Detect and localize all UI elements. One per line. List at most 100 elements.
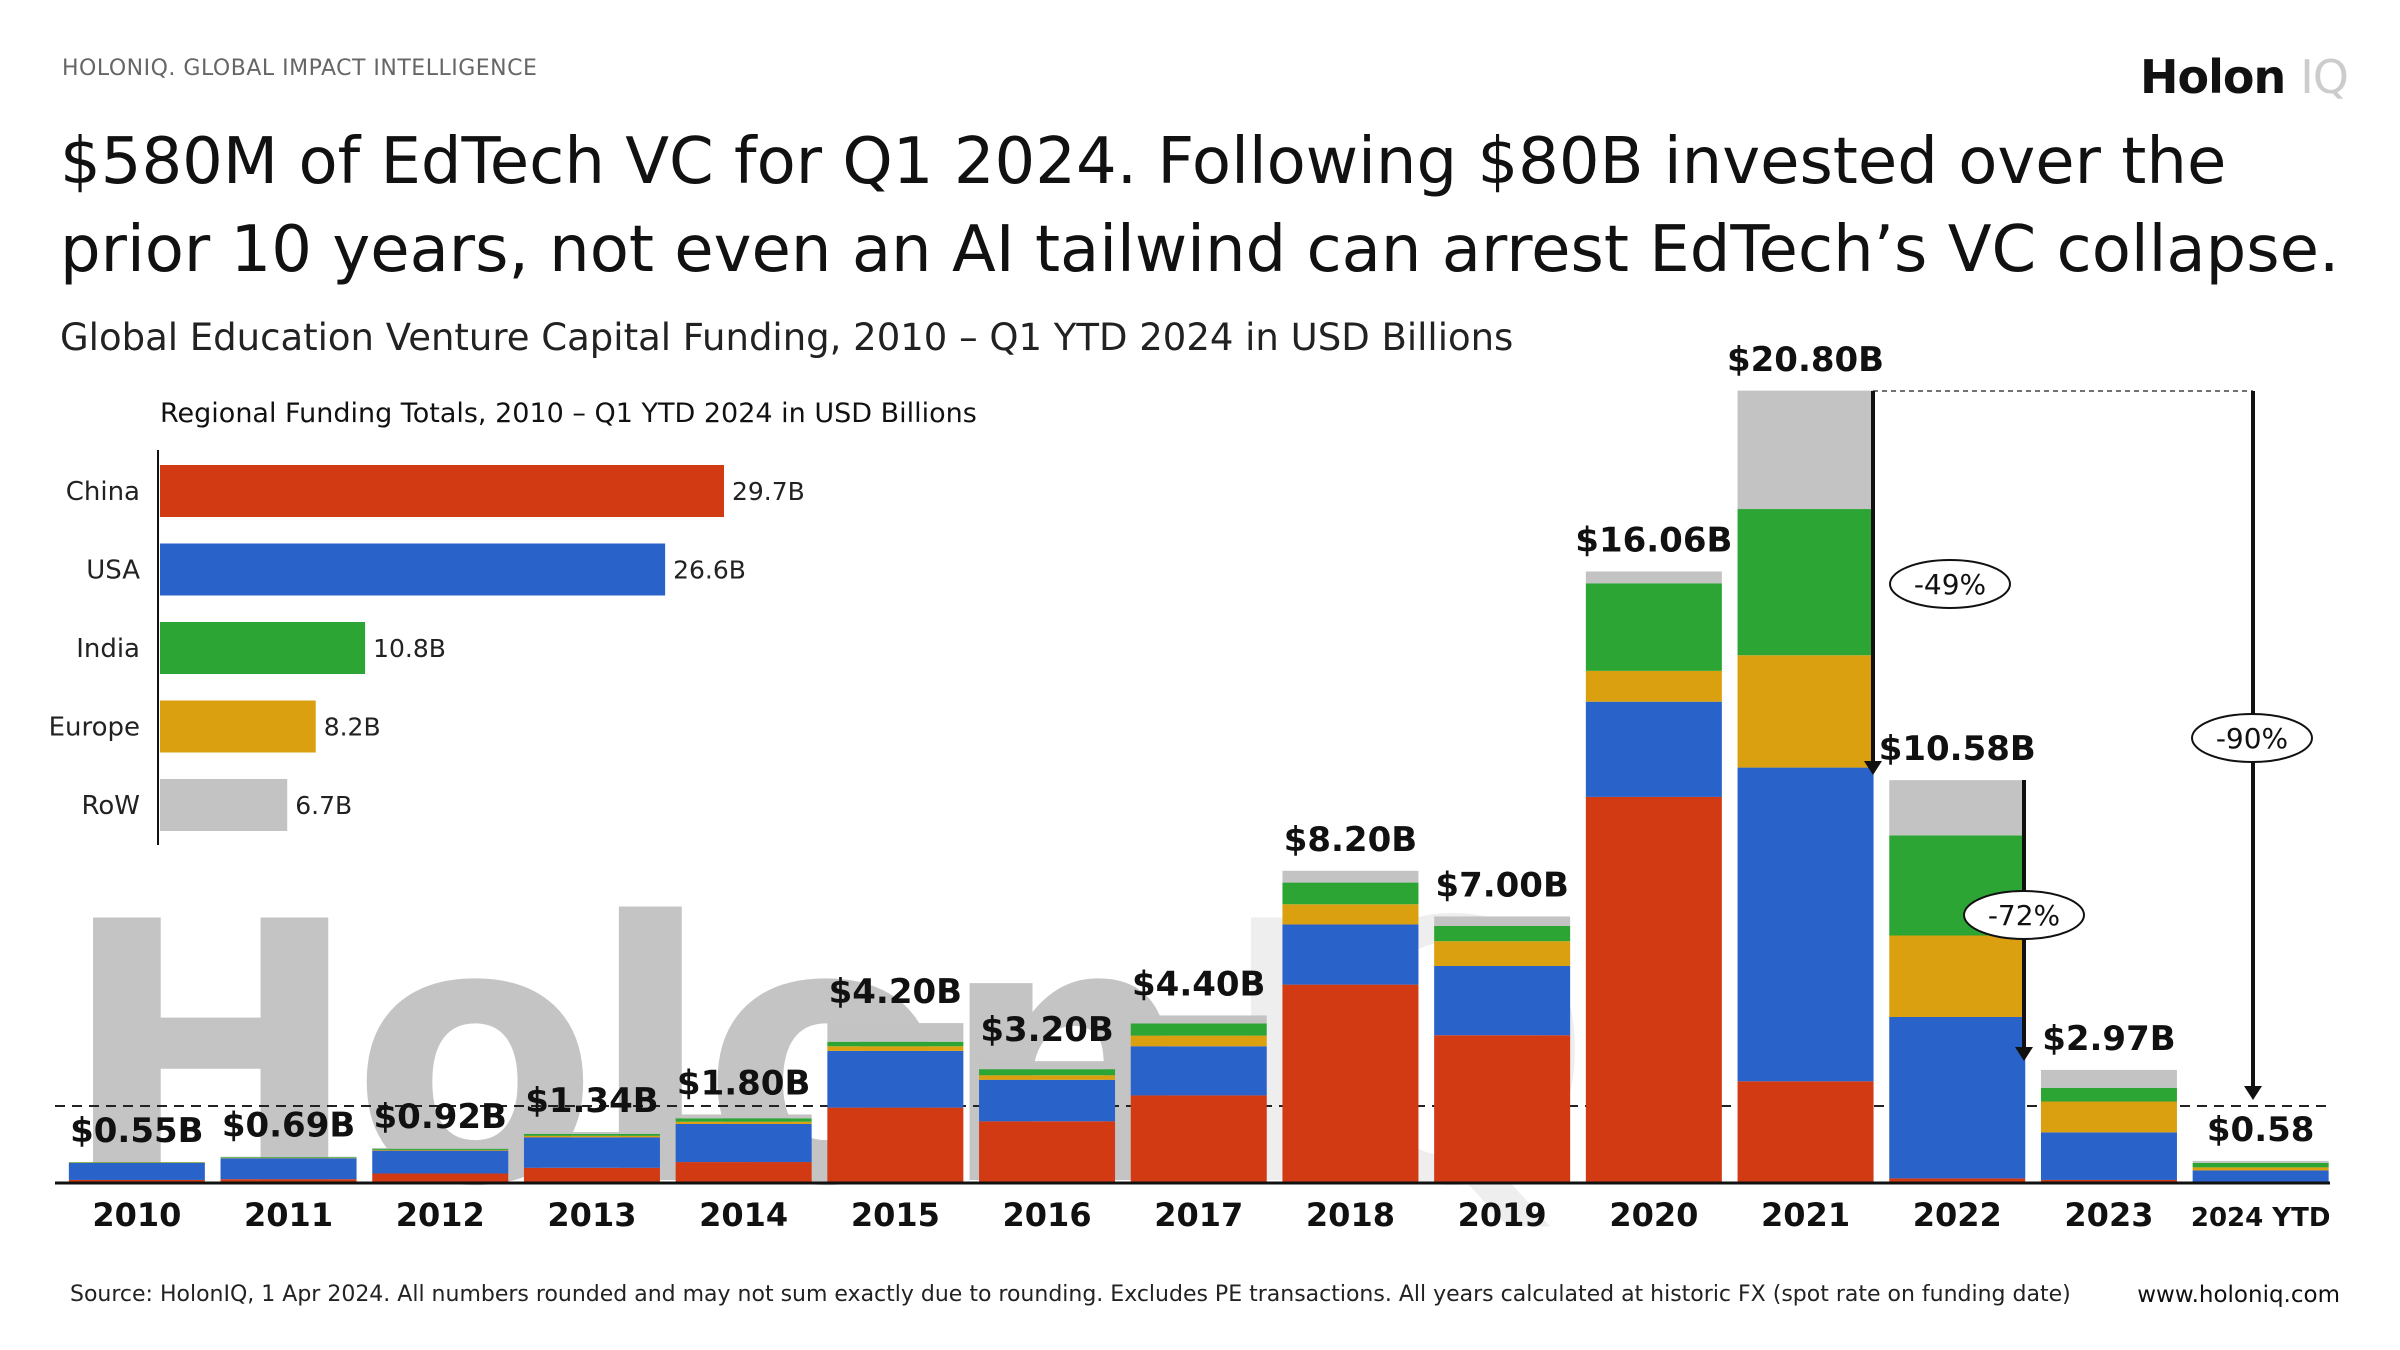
total-label: $16.06B (1575, 520, 1732, 560)
bar-segment (1282, 984, 1419, 1183)
inset-value-label: 6.7B (295, 791, 352, 820)
total-label: $1.34B (525, 1081, 658, 1121)
bar-segment (675, 1162, 812, 1183)
bar-segment (372, 1150, 509, 1174)
total-label: $8.20B (1284, 820, 1417, 860)
bar-segment (1130, 1035, 1267, 1047)
inset-title: Regional Funding Totals, 2010 – Q1 YTD 2… (160, 398, 977, 429)
bar-segment (1737, 390, 1874, 510)
bar-segment (1130, 1095, 1267, 1183)
total-label: $20.80B (1727, 340, 1884, 380)
total-label: $3.20B (980, 1010, 1113, 1050)
bar-segment (979, 1061, 1116, 1070)
x-tick-label: 2022 (1913, 1196, 2002, 1234)
inset-category: China (66, 477, 140, 507)
inset-category: India (76, 634, 140, 664)
bar-segment (372, 1173, 509, 1183)
bar-segment (2192, 1167, 2329, 1171)
total-label: $0.69B (222, 1106, 355, 1146)
subtitle: Global Education Venture Capital Funding… (60, 316, 1514, 359)
bar-segment (1737, 509, 1874, 656)
total-label: $4.20B (829, 972, 962, 1012)
x-tick-label: 2015 (851, 1196, 940, 1234)
bar-segment (827, 1050, 964, 1108)
annotation-bubble (1963, 890, 2085, 940)
bar-segment (1130, 1023, 1267, 1036)
bar-segment (1282, 904, 1419, 925)
bar-segment (1434, 965, 1571, 1036)
bar-segment (1434, 925, 1571, 942)
x-tick-label: 2012 (396, 1196, 485, 1234)
inset-value-label: 10.8B (373, 634, 446, 663)
x-tick-label: 2017 (1154, 1196, 1243, 1234)
x-tick-label: 2011 (244, 1196, 333, 1234)
annotation-bubble (2191, 713, 2313, 763)
bar-segment (827, 1023, 964, 1042)
bar-segment (675, 1123, 812, 1163)
inset-value-label: 29.7B (732, 477, 805, 506)
bar-segment (220, 1179, 357, 1183)
bar-segment (372, 1149, 509, 1151)
total-label: $2.97B (2042, 1019, 2175, 1059)
bar-segment (1889, 1178, 2026, 1183)
bar-segment (827, 1046, 964, 1051)
x-tick-label: 2019 (1458, 1196, 1547, 1234)
total-label: $4.40B (1132, 964, 1265, 1004)
inset-bar (160, 700, 316, 753)
bar-segment (675, 1121, 812, 1124)
x-tick-label: 2014 (699, 1196, 788, 1234)
watermark-text: Holon (60, 846, 1186, 1265)
bar-segment (827, 1041, 964, 1047)
bar-segment (1585, 571, 1722, 584)
x-tick-label: 2013 (547, 1196, 636, 1234)
brand-tag: HOLONIQ. GLOBAL IMPACT INTELLIGENCE (62, 56, 538, 81)
bar-segment (675, 1118, 812, 1122)
arrow-head (1864, 761, 1882, 775)
bar-segment (827, 1107, 964, 1183)
bar-segment (523, 1131, 660, 1134)
inset-category: Europe (49, 713, 140, 743)
annotation-bubble (1889, 559, 2011, 609)
bar-segment (675, 1114, 812, 1119)
bar-segment (523, 1133, 660, 1136)
source-note: Source: HolonIQ, 1 Apr 2024. All numbers… (70, 1282, 2071, 1307)
arrow-head (2244, 1086, 2262, 1100)
bar-segment (2040, 1087, 2177, 1102)
inset-category: RoW (81, 791, 140, 821)
logo-suffix: IQ (2300, 50, 2349, 104)
bar-segment (1434, 941, 1571, 966)
x-tick-label: 2023 (2064, 1196, 2153, 1234)
x-tick-label: 2020 (1609, 1196, 1698, 1234)
bar-segment (372, 1147, 509, 1149)
bar-segment (1130, 1046, 1267, 1096)
inset-bar (160, 465, 724, 517)
bar-segment (1282, 882, 1419, 905)
bar-segment (1737, 1081, 1874, 1183)
total-label: $0.58 (2207, 1110, 2315, 1150)
annotation: -49% (1914, 568, 1986, 601)
bar-segment (1434, 1035, 1571, 1183)
bar-segment (979, 1069, 1116, 1076)
bar-segment (1889, 935, 2026, 1017)
inset-bar (160, 543, 666, 596)
inset-value-label: 26.6B (673, 556, 746, 585)
annotation: -90% (2216, 722, 2288, 755)
url: www.holoniq.com (2137, 1282, 2340, 1308)
bar-segment (1282, 870, 1419, 883)
bar-segment (372, 1148, 509, 1150)
inset-value-label: 8.2B (324, 713, 381, 742)
bar-segment (523, 1135, 660, 1138)
bar-segment (2192, 1160, 2329, 1163)
bar-segment (2192, 1162, 2329, 1168)
total-label: $10.58B (1879, 729, 2036, 769)
x-tick-label: 2018 (1306, 1196, 1395, 1234)
bar-segment (2192, 1170, 2329, 1182)
bar-segment (1889, 1016, 2026, 1179)
x-tick-label: 2010 (92, 1196, 181, 1234)
bar-segment (68, 1179, 205, 1183)
x-tick-label: 2024 YTD (2191, 1203, 2331, 1233)
bar-segment (979, 1121, 1116, 1183)
bar-segment (1585, 796, 1722, 1183)
bar-segment (220, 1158, 357, 1180)
